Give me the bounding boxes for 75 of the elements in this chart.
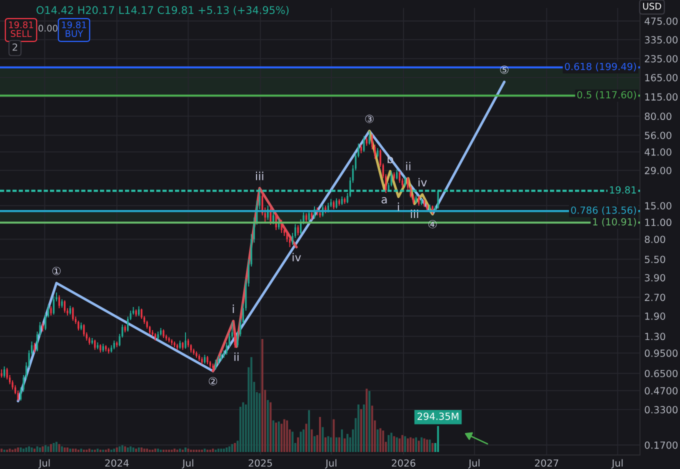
annotation: O14.42 H20.17 L14.17 C19.81 +5.13 (+34.95%) [36, 6, 289, 16]
x-tick-label: 2024 [105, 459, 129, 467]
candlestick [368, 130, 370, 146]
x-tick-label: Jul [182, 459, 194, 468]
y-tick-label: 0.4700 [644, 387, 678, 394]
x-tick-label: Jul [38, 459, 50, 468]
annotation: a [382, 197, 387, 204]
candlestick [336, 198, 338, 210]
candlestick [297, 224, 299, 236]
annotation: ② [208, 377, 218, 386]
ref-line-label: 0.618 (199.49) [564, 62, 636, 72]
y-tick-label: 1.30 [645, 332, 666, 340]
y-tick-label: 29.00 [644, 166, 672, 174]
y-tick-label: 0.9500 [644, 350, 678, 357]
ref-line-label: 0.5 (117.60) [577, 90, 636, 100]
annotation: ③ [365, 114, 374, 124]
candlestick [58, 294, 60, 309]
y-tick-label: 0.3300 [644, 406, 678, 414]
candlestick [83, 324, 85, 337]
y-tick-label: 80.00 [644, 112, 672, 120]
y-tick-label: 11.00 [645, 218, 672, 226]
data-label: 294.35M [418, 412, 458, 420]
candlestick [363, 136, 365, 152]
y-tick-label: 0.1700 [644, 441, 678, 449]
candlestick [418, 195, 420, 206]
y-tick-label: 0.6500 [644, 370, 678, 378]
ref-line-label: 1 (10.91) [593, 218, 636, 227]
x-tick-label: Jul [611, 459, 623, 468]
y-tick-label: 15.00 [645, 202, 672, 210]
annotation: b [388, 154, 394, 164]
x-tick-label: 2027 [535, 459, 558, 467]
x-tick-label: Jul [468, 459, 480, 468]
ref-line-label: 0.786 (13.56) [571, 206, 636, 215]
x-tick-label: Jul [325, 459, 336, 468]
annotation: i [232, 304, 234, 313]
line-series [16, 80, 506, 402]
y-tick-label: 8.00 [644, 236, 666, 244]
y-tick-label: 2.70 [644, 294, 666, 302]
y-tick-label: 475.00 [644, 17, 678, 25]
annotation: ii [234, 352, 239, 361]
candlestick [72, 306, 74, 322]
candlestick [184, 332, 186, 350]
annotation: 19.81 SELL [9, 21, 34, 37]
annotation: ii [406, 162, 410, 170]
y-tick-label: 165.00 [645, 74, 678, 82]
annotation: 0.00 [38, 24, 58, 32]
x-tick-label: 2025 [248, 459, 272, 467]
candlestick [390, 170, 392, 187]
candlestick [280, 219, 282, 234]
y-tick-label: 115.00 [645, 93, 678, 101]
candlestick [396, 169, 398, 180]
candlestick [34, 342, 36, 353]
text: USD [643, 2, 662, 10]
annotation: iii [410, 210, 418, 218]
annotation: iii [256, 172, 264, 180]
y-tick-label: 5.50 [644, 256, 666, 264]
y-tick-label: 335.00 [644, 36, 678, 44]
y-tick-label: 56.00 [644, 132, 672, 140]
annotation: iv [418, 178, 427, 186]
annotation: iv [292, 252, 301, 262]
annotation: 2 [12, 43, 18, 51]
candlestick [78, 320, 80, 331]
candlestick [50, 306, 52, 316]
candlestick [3, 366, 6, 378]
y-tick-label: 3.90 [644, 274, 666, 282]
annotation: i [398, 202, 399, 211]
annotation: ① [52, 266, 61, 276]
ref-line-label: 19.81 [610, 186, 636, 194]
candlestick [52, 296, 55, 316]
y-tick-label: 41.00 [644, 148, 672, 156]
y-tick-label: 1.90 [645, 312, 666, 320]
candlestick [376, 148, 378, 158]
y-tick-label: 235.00 [644, 55, 678, 62]
x-tick-label: 2026 [392, 459, 416, 467]
annotation: 19.81 BUY [62, 21, 86, 37]
